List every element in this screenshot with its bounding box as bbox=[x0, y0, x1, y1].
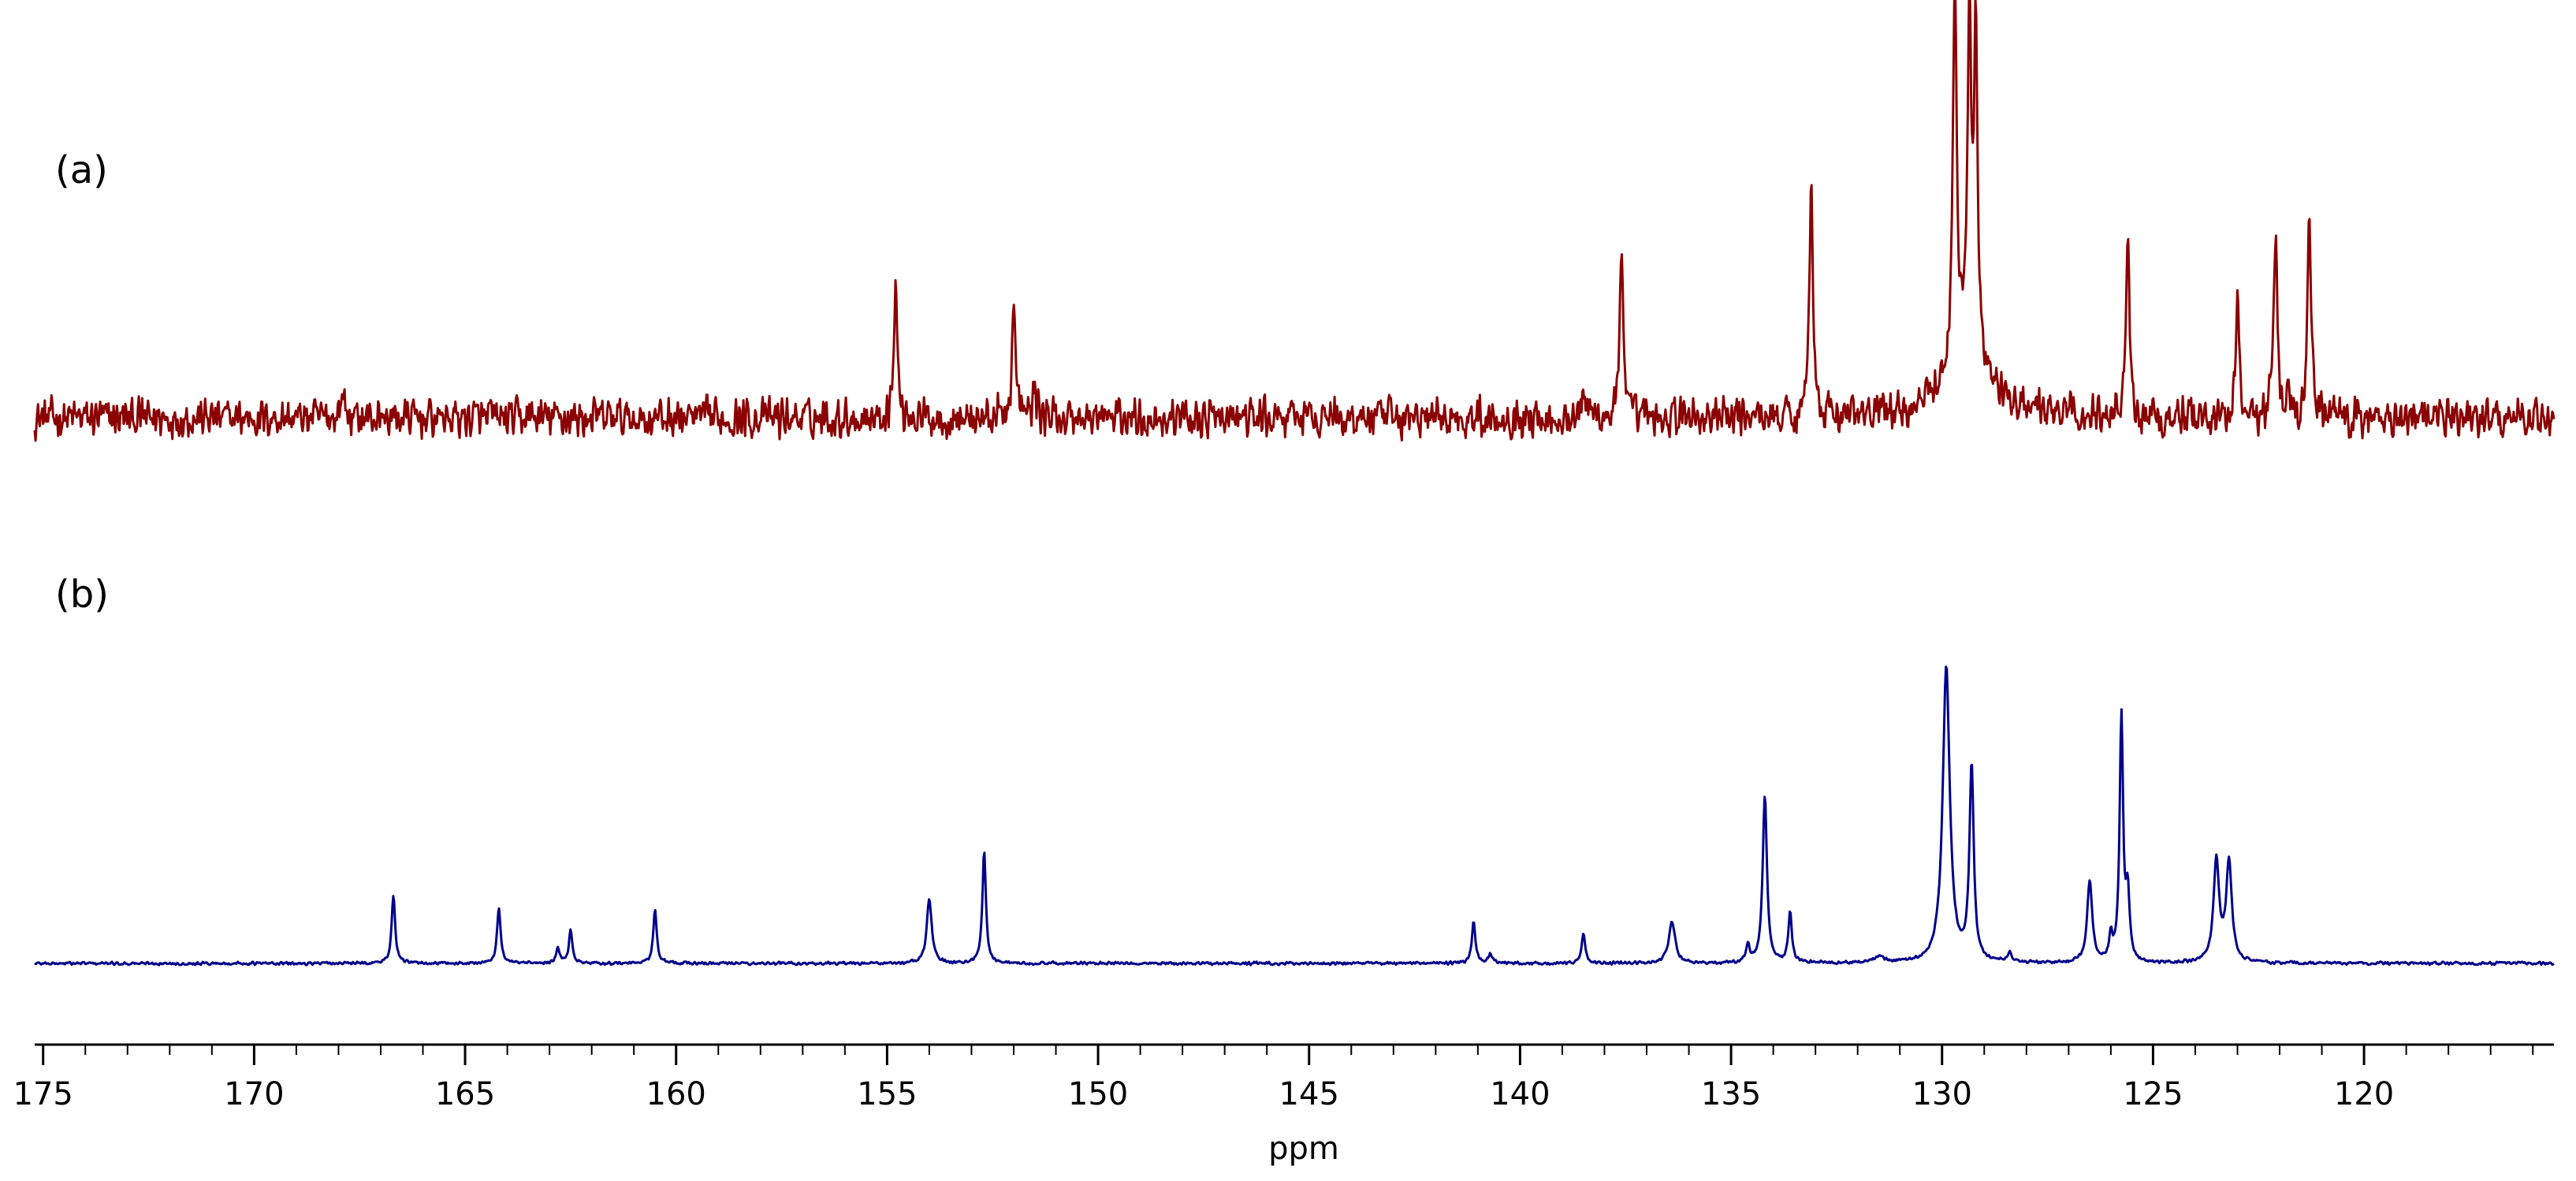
x-tick-label: 130 bbox=[1912, 1076, 1972, 1112]
x-axis: 175 170 165 160 155 150 145 140 135 130 125 120 ppm bbox=[13, 1043, 2554, 1167]
spectrum-trace-b bbox=[34, 665, 2555, 967]
x-tick-label: 140 bbox=[1490, 1076, 1550, 1112]
x-tick-label: 125 bbox=[2123, 1076, 2183, 1112]
x-tick-label: 145 bbox=[1279, 1076, 1339, 1112]
x-tick-label: 155 bbox=[857, 1076, 917, 1112]
x-axis-ticks bbox=[42, 1045, 2534, 1065]
x-tick-label: 160 bbox=[646, 1076, 706, 1112]
x-axis-tick-labels: 175 170 165 160 155 150 145 140 135 130 125 120 bbox=[13, 1076, 2395, 1112]
panel-label-b: (b) bbox=[55, 572, 109, 617]
spectrum-trace-a bbox=[33, 0, 2556, 442]
panel-label-a: (a) bbox=[55, 148, 108, 192]
x-tick-label: 120 bbox=[2334, 1076, 2394, 1112]
x-tick-label: 165 bbox=[435, 1076, 495, 1112]
x-tick-label: 170 bbox=[224, 1076, 284, 1112]
x-tick-label: 135 bbox=[1701, 1076, 1761, 1112]
x-axis-title: ppm bbox=[1268, 1131, 1339, 1167]
x-tick-label: 175 bbox=[13, 1076, 73, 1112]
x-tick-label: 150 bbox=[1068, 1076, 1128, 1112]
plot-area: (a) (b) bbox=[33, 0, 2556, 967]
